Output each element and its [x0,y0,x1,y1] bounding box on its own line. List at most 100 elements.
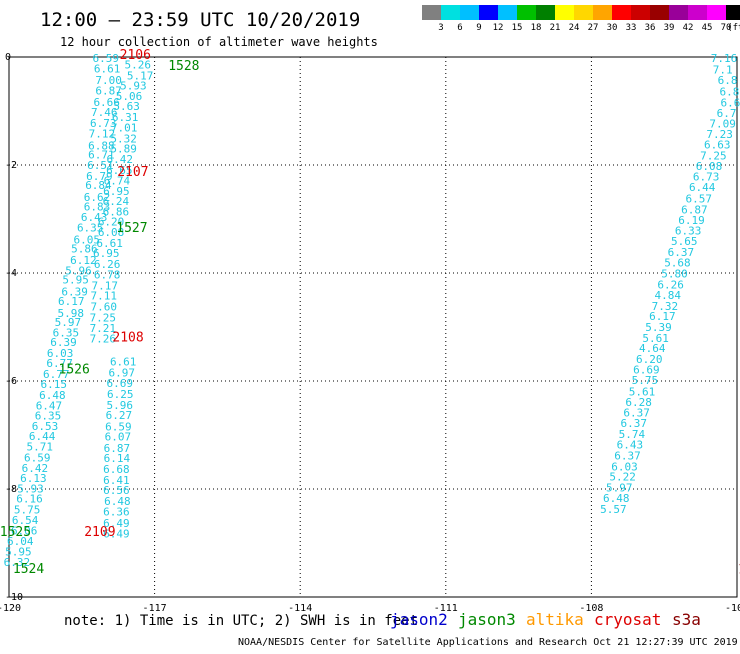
chart-subtitle: 12 hour collection of altimeter wave hei… [60,35,378,49]
wave-height-value: 6.74 [104,175,131,188]
wave-height-value: 6.27 [106,409,132,422]
wave-height-value: 6.32 [4,556,31,569]
wave-height-value: 5.89 [110,142,136,155]
wave-height-value: 5.17 [127,69,154,82]
pass-time-label: 1525 [0,525,31,540]
wave-height-value: 6.17 [58,295,84,308]
pass-time-label: 2107 [117,165,148,180]
wave-height-value: 7.00 [95,74,122,87]
wave-height-value: 6.51 [87,159,114,172]
colorbar-swatch [555,5,574,20]
data-points: 6.596.61 5.267.00 5.176.875.936.665.067.46… [4,52,740,569]
colorbar-swatch [707,5,726,20]
colorbar-swatch [479,5,498,20]
wave-height-value: 6.57 [686,192,713,205]
wave-height-value: 6.37 [614,450,641,463]
wave-height-value: 7.16 [711,52,738,65]
wave-height-value: 6.69 [633,364,660,377]
colorbar-swatch [460,5,479,20]
wave-height-value: 7.60 [91,300,118,313]
pass-time-label: 1703 [738,562,740,577]
wave-height-value: 6.12 [70,254,97,267]
footer-text: NOAA/NESDIS Center for Satellite Applica… [238,637,738,648]
wave-height-value: 7.46 [91,106,118,119]
wave-height-value: 6.54 [12,514,39,527]
colorbar-swatch [688,5,707,20]
wave-height-value: 6.25 [107,388,133,401]
wave-height-value: 6.20 [98,216,125,229]
wave-height-value: 6.83 [84,201,111,214]
wave-height-value: 6.08 [98,226,125,239]
pass-time-label: 1526 [59,363,90,378]
wave-height-value: 6.26 [94,258,121,271]
wave-height-value: 5.97 [606,481,633,494]
wave-height-value: 5.86 [71,243,98,256]
colorbar-label: 36 [645,23,656,33]
colorbar-label: 39 [664,23,675,33]
x-tick-label: -117 [143,603,167,614]
wave-height-value: 5.63 [113,100,140,113]
wave-height-value: 6.66 [93,96,120,109]
wave-height-value: 7.1 [713,63,733,76]
wave-height-value: 6.87 [104,442,131,455]
wave-height-value: 6.37 [621,417,648,430]
wave-height-value: 6.86 [103,205,130,218]
wave-height-value: 6.35 [53,326,80,339]
pass-time-label: 1528 [168,59,199,74]
pass-time-label: 1524 [13,562,44,577]
wave-height-value: 6.62 [84,191,111,204]
wave-height-value: 6.87 [95,84,122,97]
colorbar-label: 24 [569,23,580,33]
wave-height-value: 5.95 [62,273,89,286]
wave-height-value: 5.71 [26,440,53,453]
colorbar-label: 45 [702,23,713,33]
wave-height-value: 6.47 [36,399,63,412]
wave-height-value: 4.64 [639,342,666,355]
colorbar-swatch [536,5,555,20]
wave-height-value: 5.93 [120,80,146,93]
wave-height-value: 7.26 [90,332,117,345]
wave-height-value: 7.25 [700,149,727,162]
colorbar-swatch [422,5,441,20]
time-labels: 2106152821071527210815262109152515241702… [0,48,740,578]
wave-height-value: 6.13 [20,472,47,485]
y-tick-label: 0 [5,52,11,63]
wave-height-value: 6.31 [112,111,138,124]
wave-height-value: 6.19 [678,214,705,227]
axis-ticks: -120 -117 -114 -111 -108 -105 0 -2 -4 -6 -8 -10 [0,52,740,614]
wave-height-value: 6.59 [92,52,119,65]
wave-height-value: 6.14 [104,452,131,465]
wave-height-value: 6.7 [717,107,737,120]
wave-height-value: 6.35 [35,410,62,423]
wave-height-value: 5.06 [116,90,143,103]
wave-height-value: 7.12 [89,128,116,141]
wave-height-value: 6.61 [96,237,123,250]
x-tick-label: -108 [579,603,603,614]
colorbar-unit: (ft) [727,23,740,33]
wave-height-value: 6.48 [39,389,66,402]
wave-height-value: 5.39 [645,321,672,334]
wave-height-value: 6.05 [74,234,101,247]
colorbar-swatch [517,5,536,20]
wave-height-value: 7.23 [706,128,733,141]
wave-height-value: 6.8 [718,74,738,87]
wave-height-value: 6.56 [103,484,130,497]
wave-height-value: 7.01 [111,122,138,135]
wave-height-value: 6.77 [43,368,69,381]
colorbar-swatch [612,5,631,20]
wave-height-value: 6.59 [24,452,51,465]
wave-height-value: 6.15 [41,378,67,391]
wave-height-value: 6.95 [103,185,130,198]
colorbar-label: 21 [550,23,561,33]
wave-height-value: 6.03 [611,460,638,473]
wave-height-value: 6.39 [50,336,77,349]
wave-height-value: 6.73 [693,170,720,183]
wave-height-value: 6.07 [105,431,131,444]
wave-height-value: 5.74 [619,428,646,441]
wave-height-value: 6.6 [720,96,740,109]
wave-height-value: 6.37 [623,406,650,419]
colorbar-label: 3 [438,23,443,33]
wave-height-value: 6.59 [105,420,132,433]
